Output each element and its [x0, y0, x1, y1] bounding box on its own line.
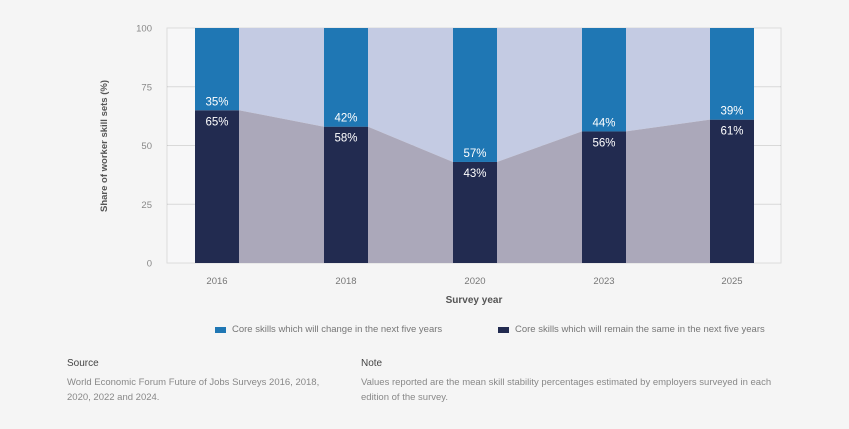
data-label-change: 39%	[720, 106, 743, 118]
x-tick-label: 2020	[464, 276, 485, 287]
bar-same-2023	[582, 131, 626, 263]
data-label-same: 61%	[720, 126, 743, 138]
x-tick-label: 2018	[335, 276, 356, 287]
y-tick-label: 25	[141, 200, 152, 211]
note-text: Values reported are the mean skill stabi…	[361, 377, 772, 403]
data-label-change: 42%	[334, 113, 357, 125]
bar-same-2025	[710, 119, 754, 264]
data-label-change: 44%	[592, 117, 615, 129]
data-label-same: 56%	[592, 137, 615, 149]
y-tick-label: 75	[141, 82, 152, 93]
bar-change-2025	[710, 28, 754, 120]
bar-change-2023	[582, 28, 626, 132]
y-axis-title: Share of worker skill sets (%)	[99, 80, 110, 212]
data-label-change: 35%	[205, 96, 228, 108]
y-tick-label: 50	[141, 141, 152, 152]
data-label-same: 43%	[463, 168, 486, 180]
legend-swatch-change	[215, 326, 226, 333]
data-label-same: 58%	[334, 133, 357, 145]
bar-change-2020	[453, 28, 497, 162]
y-tick-label: 100	[136, 24, 152, 35]
legend-item-change: Core skills which will change in the nex…	[215, 324, 442, 335]
legend-swatch-same	[498, 326, 509, 333]
data-label-change: 57%	[463, 148, 486, 160]
bar-same-2020	[453, 161, 497, 263]
source-text: World Economic Forum Future of Jobs Surv…	[67, 377, 320, 403]
x-tick-label: 2025	[721, 276, 742, 287]
bar-same-2018	[324, 126, 368, 263]
source-block: Source World Economic Forum Future of Jo…	[67, 356, 327, 405]
source-title: Source	[67, 358, 99, 369]
x-tick-label: 2016	[206, 276, 227, 287]
x-tick-label: 2023	[593, 276, 614, 287]
note-title: Note	[361, 358, 383, 369]
bar-change-2016	[195, 28, 239, 111]
y-tick-label: 0	[147, 259, 152, 270]
bar-same-2016	[195, 110, 239, 263]
data-label-same: 65%	[205, 116, 228, 128]
x-axis-title: Survey year	[446, 295, 503, 306]
legend-label-change: Core skills which will change in the nex…	[232, 324, 443, 335]
legend-label-same: Core skills which will remain the same i…	[515, 324, 765, 335]
bar-change-2018	[324, 28, 368, 127]
note-block: Note Values reported are the mean skill …	[361, 356, 781, 405]
legend-item-same: Core skills which will remain the same i…	[498, 324, 765, 335]
